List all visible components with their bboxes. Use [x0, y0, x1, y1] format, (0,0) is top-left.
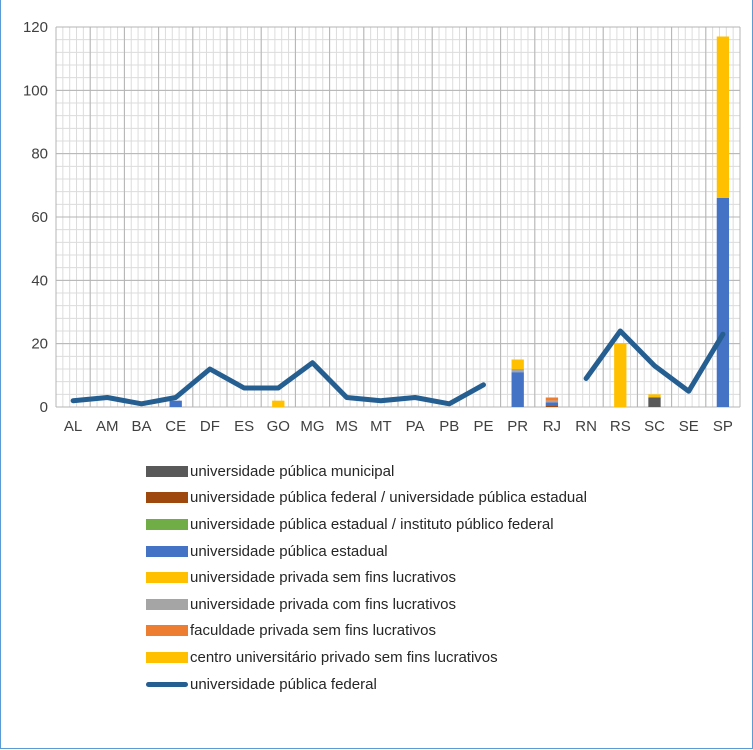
legend-item: universidade pública estadual	[146, 538, 587, 565]
legend-item: universidade pública federal	[146, 671, 587, 698]
x-tick-label: AM	[96, 418, 119, 435]
y-tick-label: 120	[23, 19, 48, 36]
x-tick-label: RS	[610, 418, 631, 435]
y-tick-label: 100	[23, 82, 48, 99]
x-axis-labels: AL AM BA CE DF ES GO MG MS MT PA PB PE PR RJ RN RS SC SE SP	[64, 418, 733, 435]
legend-swatch	[146, 518, 188, 530]
x-tick-label: SP	[713, 418, 733, 435]
legend-label: universidade pública federal	[190, 675, 377, 693]
x-tick-label: PR	[507, 418, 528, 435]
bar-segment	[648, 397, 661, 407]
legend-swatch	[146, 625, 188, 637]
legend-label: universidade privada com fins lucrativos	[190, 595, 456, 613]
y-tick-label: 80	[31, 146, 48, 163]
x-tick-label: SC	[644, 418, 665, 435]
legend-swatch	[146, 492, 188, 504]
bar-segment	[511, 359, 524, 369]
bar-segment	[272, 400, 285, 407]
legend-swatch	[146, 545, 188, 557]
x-tick-label: RN	[575, 418, 597, 435]
legend-label: universidade pública federal / universid…	[190, 489, 587, 507]
legend-label: universidade pública estadual	[190, 542, 388, 560]
y-axis-labels: 0 20 40 60 80 100 120	[23, 19, 48, 416]
x-tick-label: PA	[406, 418, 425, 435]
bar-segment	[648, 394, 661, 398]
line-series	[70, 328, 726, 407]
x-tick-label: GO	[267, 418, 290, 435]
legend-item: centro universitário privado sem fins lu…	[146, 644, 587, 671]
line-series-path	[583, 328, 726, 394]
legend-label: universidade pública municipal	[190, 462, 395, 480]
legend-swatch	[146, 572, 188, 584]
legend-swatch	[146, 465, 188, 477]
x-tick-label: BA	[131, 418, 151, 435]
bar-segment	[545, 405, 559, 407]
legend-swatch	[146, 651, 188, 663]
legend-swatch	[146, 598, 188, 610]
x-tick-label: MT	[370, 418, 392, 435]
x-tick-label: SE	[679, 418, 699, 435]
legend-item: universidade pública federal / universid…	[146, 485, 587, 512]
bar-segment	[716, 198, 730, 407]
x-tick-label: PE	[473, 418, 493, 435]
bar-segment	[545, 400, 559, 403]
bar-series	[169, 36, 730, 407]
legend-label: universidade privada sem fins lucrativos	[190, 569, 456, 587]
chart-area: 0 20 40 60 80 100 120 AL AM BA CE DF ES GO MG MS MT PA PB…	[23, 19, 741, 435]
x-tick-label: AL	[64, 418, 82, 435]
bar-segment	[511, 369, 524, 373]
x-tick-label: MS	[335, 418, 358, 435]
legend-label: centro universitário privado sem fins lu…	[190, 648, 498, 666]
bar-segment	[169, 400, 182, 407]
bar-segment	[716, 36, 730, 198]
x-tick-label: ES	[234, 418, 254, 435]
y-tick-label: 60	[31, 209, 48, 226]
line-series-path	[70, 360, 486, 407]
x-tick-label: DF	[200, 418, 220, 435]
bar-segment	[545, 402, 559, 406]
legend-item: universidade privada com fins lucrativos	[146, 591, 587, 618]
bar-segment	[545, 397, 559, 401]
legend-label: faculdade privada sem fins lucrativos	[190, 622, 436, 640]
legend-item: faculdade privada sem fins lucrativos	[146, 618, 587, 645]
x-tick-label: RJ	[543, 418, 561, 435]
legend: universidade pública municipal universida…	[146, 458, 587, 697]
bar-segment	[614, 343, 627, 407]
bar-segment	[511, 372, 524, 407]
legend-swatch	[146, 681, 188, 687]
legend-item: universidade pública estadual / institut…	[146, 511, 587, 538]
y-tick-label: 20	[31, 336, 48, 353]
legend-label: universidade pública estadual / institut…	[190, 515, 554, 533]
y-tick-label: 40	[31, 272, 48, 289]
legend-item: universidade privada sem fins lucrativos	[146, 564, 587, 591]
x-tick-label: CE	[165, 418, 186, 435]
x-tick-label: PB	[439, 418, 459, 435]
legend-item: universidade pública municipal	[146, 458, 587, 485]
x-tick-label: MG	[300, 418, 324, 435]
y-tick-label: 0	[40, 399, 48, 416]
